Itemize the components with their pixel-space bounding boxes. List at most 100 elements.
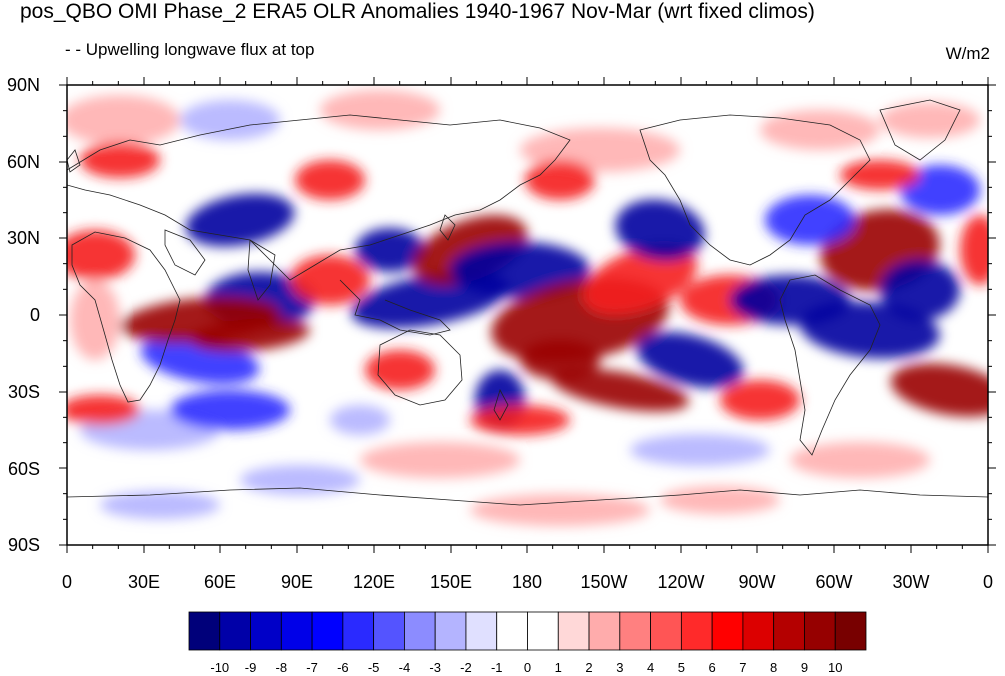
anomaly-blob [450,242,590,298]
lon-label-0: 0 [61,572,73,592]
colorbar-swatch [219,611,251,651]
colorbar-label: -3 [429,660,441,675]
anomaly-blob [67,395,140,425]
lon-label-120w: 120W [657,572,705,592]
colorbar-swatch [619,611,651,651]
anomaly-blob [630,434,770,466]
colorbar-swatch [804,611,836,651]
colorbar-swatch [373,611,405,651]
lon-label-150e: 150E [429,572,473,592]
colorbar-swatch [527,611,559,651]
anomaly-blob [330,405,390,435]
coastlines [67,99,988,506]
colorbar-swatch [465,611,498,651]
colorbar-label: 1 [554,660,562,675]
lat-label-90s: 90S [7,535,40,555]
colorbar-label: -1 [490,660,503,675]
colorbar-label: 6 [708,660,716,675]
plot-subtitle: - - Upwelling longwave flux at top [65,40,315,59]
lon-label-360: 0 [982,572,994,592]
colorbar-label: 10 [827,660,843,675]
anomaly-blob [185,193,295,247]
colorbar-swatch [250,611,282,651]
anomaly-blob [550,368,690,412]
anomaly-blob [67,95,180,145]
anomaly-blob [180,100,280,140]
anomaly-blob [67,230,135,280]
anomaly-blob [960,215,988,285]
lon-label-180: 180 [511,572,543,592]
coastline [339,279,451,336]
colorbar-label: 3 [616,660,624,675]
colorbar-label: -7 [306,660,318,675]
anomaly-blob [636,331,744,389]
colorbar-label: 4 [646,660,655,675]
coastline [164,229,206,276]
anomaly-blob [80,142,160,178]
anomaly-blob [900,165,980,215]
colorbar-label: 9 [800,660,809,675]
coastline [67,487,988,506]
lon-label-60w: 60W [815,572,853,592]
colorbar-label: 0 [523,660,532,675]
lat-label-30s: 30S [7,382,40,402]
colorbar-swatch [496,611,528,651]
colorbar-label: 2 [585,660,593,675]
colorbar-swatch [557,611,590,651]
lat-label-eq: 0 [29,305,40,325]
colorbar-swatch [742,611,775,651]
coastline [639,114,871,266]
anomaly-blob [840,160,920,190]
axis-ticks [59,77,996,553]
coastline [247,239,276,301]
colorbar-swatch [311,611,344,651]
colorbar-swatch [188,611,221,651]
anomaly-blob [760,110,880,150]
colorbar-swatch [650,611,682,651]
colorbar-swatch [773,611,805,651]
lon-label-120e: 120E [352,572,396,592]
coastline [879,99,961,161]
coastline [377,329,463,406]
lon-label-60e: 60E [203,572,237,592]
anomaly-blob [240,465,360,495]
colorbar-label: -8 [275,660,288,675]
anomaly-blob [70,280,120,360]
anomaly-blob [190,318,310,352]
anomaly-blob [365,350,435,390]
colorbar-swatch [834,611,867,651]
coastline [779,274,881,456]
coastline [439,214,456,241]
plot-title: pos_QBO OMI Phase_2 ERA5 OLR Anomalies 1… [20,0,815,23]
lat-label-90n: 90N [6,75,40,95]
anomaly-blob [355,228,425,272]
colorbar-label: -2 [460,660,472,675]
anomaly-blob [790,442,930,478]
lon-label-30e: 30E [127,572,161,592]
anomaly-blob [360,442,520,478]
anomaly-field [67,90,988,526]
colorbar-label: 7 [739,660,747,675]
lon-label-90w: 90W [738,572,776,592]
units-label: W/m2 [945,44,990,63]
anomaly-blob [890,363,988,417]
anomaly-blob [470,405,570,435]
colorbar-swatch [404,611,436,651]
lat-label-30n: 30N [6,228,40,248]
colorbar-label: -6 [337,660,349,675]
colorbar-label: -10 [210,660,230,675]
anomaly-blob [765,195,855,245]
colorbar-label: -9 [244,660,257,675]
lat-label-60n: 60N [6,152,40,172]
colorbar [188,611,867,651]
anomaly-blob [720,380,800,420]
colorbar-label: -4 [398,660,411,675]
colorbar-swatch [680,611,713,651]
coastline [67,149,81,173]
anomaly-blob [320,90,440,130]
anomaly-blob [615,199,705,261]
anomaly-blob [880,102,980,138]
anomaly-blob [880,260,960,320]
colorbar-swatch [588,611,621,651]
